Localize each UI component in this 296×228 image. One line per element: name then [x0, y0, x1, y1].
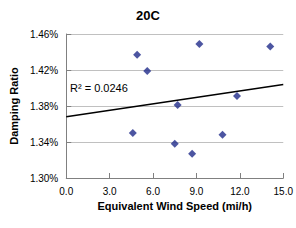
svg-text:6.0: 6.0	[146, 186, 160, 197]
svg-text:9.0: 9.0	[190, 186, 204, 197]
svg-text:Equivalent Wind Speed (mi/h): Equivalent Wind Speed (mi/h)	[97, 200, 252, 212]
svg-text:1.38%: 1.38%	[30, 101, 58, 112]
svg-text:R² = 0.0246: R² = 0.0246	[70, 82, 128, 94]
svg-text:1.34%: 1.34%	[30, 137, 58, 148]
svg-text:Damping Ratio: Damping Ratio	[8, 67, 20, 145]
svg-text:1.42%: 1.42%	[30, 65, 58, 76]
svg-text:12.0: 12.0	[230, 186, 250, 197]
svg-text:15.0: 15.0	[274, 186, 294, 197]
svg-text:20C: 20C	[136, 8, 160, 23]
svg-text:1.30%: 1.30%	[30, 173, 58, 184]
svg-text:0.0: 0.0	[59, 186, 73, 197]
svg-text:3.0: 3.0	[103, 186, 117, 197]
svg-text:1.46%: 1.46%	[30, 29, 58, 40]
